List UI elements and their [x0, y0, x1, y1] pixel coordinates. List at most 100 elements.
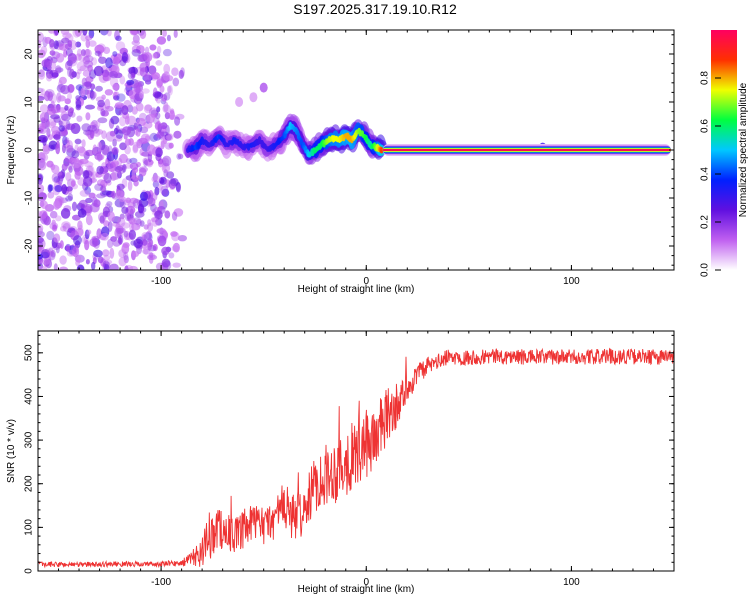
spectrogram-noise-cell	[66, 249, 75, 257]
x-tick-label: -100	[151, 276, 171, 287]
spectrogram-noise-cell	[84, 161, 94, 168]
spectrogram-noise-cell	[141, 232, 150, 240]
spectrogram-noise-cell	[111, 190, 116, 199]
spectrogram-noise-cell	[80, 49, 86, 57]
spectrogram-noise-cell	[39, 210, 48, 219]
spectrogram-noise-cell	[79, 189, 90, 197]
spectrogram-noise-cell	[87, 64, 93, 72]
spectrogram-carrier-layer	[382, 144, 671, 156]
spectrogram-noise-cell	[118, 235, 124, 245]
spectrogram-noise-cell	[55, 53, 65, 63]
spectrogram-noise-cell	[169, 183, 176, 191]
x-tick-label: 0	[363, 577, 369, 588]
spectrogram-noise-cell	[85, 259, 90, 265]
spectrogram-noise-cell	[70, 123, 81, 134]
spectrogram-noise-cell	[122, 163, 127, 173]
spectrogram-noise-cell	[137, 30, 145, 36]
spectrogram-noise-cell	[101, 130, 107, 140]
spectrogram-noise-cell	[98, 56, 107, 64]
spectrogram-noise-cell	[180, 67, 185, 78]
snr-y-ticks: 0 100 200 300 400 500	[24, 334, 674, 574]
spectrogram-noise-cell	[95, 85, 103, 92]
spectrogram-noise-cell	[69, 68, 75, 80]
spectrogram-noise-cell	[71, 150, 80, 159]
spectrogram-noise-cell	[75, 95, 81, 101]
spectrogram-noise-cell	[82, 170, 90, 179]
spectrogram-noise-cell	[58, 171, 65, 182]
spectrogram-noise-cell	[54, 185, 63, 193]
spectrogram-noise-cell	[64, 98, 71, 105]
spectrogram-noise-cell	[60, 111, 69, 121]
spectrogram-noise-cell	[131, 45, 141, 53]
spectrogram-noise-cell	[53, 263, 58, 270]
spectrogram-noise-cell	[90, 91, 97, 99]
colorbar-tick-label: 0.2	[700, 215, 711, 229]
spectrogram-noise-cell	[55, 131, 61, 143]
spectrogram-noise-cell	[60, 225, 67, 232]
spectrogram-noise-cell	[72, 246, 80, 258]
spectrogram-x-ticks: -100 0 100	[37, 30, 675, 287]
spectrogram-noise-cell	[154, 186, 160, 196]
spectrogram-noise-cell	[151, 175, 161, 183]
spectrogram-noise-cell	[159, 85, 165, 93]
spectrogram-noise-cell	[76, 255, 81, 263]
spectrogram-noise-cell	[161, 162, 171, 174]
spectrogram-noise-cell	[124, 213, 131, 222]
spectrogram-noise-cell	[161, 188, 170, 197]
spectrogram-noise-cell	[132, 251, 139, 257]
spectrogram-noise-cell	[67, 93, 72, 100]
spectrogram-noise-cell	[154, 210, 163, 220]
spectrogram-noise-cell	[38, 266, 48, 270]
spectrogram-noise-cell	[147, 144, 156, 155]
snr-y-label: SNR (10 * v/v)	[6, 419, 17, 483]
spectrogram-noise-cell	[72, 214, 81, 221]
spectrogram-noise-cell	[98, 72, 109, 83]
spectrogram-noise-cell	[142, 234, 147, 240]
y-tick-label: 20	[24, 48, 35, 60]
spectrogram-noise-cell	[39, 112, 48, 123]
spectrogram-noise-cell	[172, 262, 181, 268]
spectrogram-noise-cell	[171, 211, 178, 221]
spectrogram-noise-cell	[40, 88, 46, 96]
spectrogram-noise-cell	[170, 231, 178, 237]
spectrogram-noise-cell	[91, 124, 100, 134]
spectrogram-noise-cell	[68, 165, 73, 173]
spectrogram-noise-cell	[46, 127, 51, 138]
spectrogram-noise-cell	[151, 72, 161, 80]
spectrogram-noise-cell	[156, 98, 161, 104]
spectrogram-noise-cell	[61, 163, 68, 171]
spectrogram-noise-cell	[110, 115, 120, 125]
spectrogram-noise-cell	[42, 145, 50, 155]
spectrogram-noise-cell	[125, 53, 131, 64]
spectrogram-noise-cell	[116, 93, 126, 102]
spectrogram-noise-cell	[77, 220, 83, 230]
spectrogram-noise-cell	[177, 153, 184, 160]
spectrogram-noise-cell	[49, 39, 55, 48]
spectrogram-noise-cell	[99, 215, 105, 224]
spectrogram-noise-cell	[156, 130, 165, 139]
spectrogram-noise-cell	[107, 161, 117, 173]
x-tick-label: -100	[151, 577, 171, 588]
spectrogram-noise-cell	[38, 95, 45, 101]
spectrogram-noise-cell	[94, 44, 105, 54]
spectrogram-noise-cell	[133, 80, 142, 88]
spectrogram-noise-cell	[155, 218, 163, 226]
spectrogram-noise-cell	[128, 218, 137, 225]
spectrogram-noise-cell	[129, 157, 138, 164]
spectrogram-noise-cell	[119, 59, 127, 67]
spectrogram-noise-cell	[104, 259, 113, 265]
spectrogram-noise-cell	[74, 138, 82, 145]
spectrogram-noise-cell	[86, 229, 92, 235]
spectrogram-noise-cell	[41, 249, 50, 259]
spectrogram-noise-cell	[62, 222, 71, 233]
spectrogram-noise-cell	[96, 165, 104, 175]
spectrogram-noise-cell	[131, 223, 141, 231]
spectrogram-noise-cell	[177, 235, 187, 242]
spectrogram-noise-cell	[133, 122, 138, 130]
spectrogram-noise-cell	[104, 261, 111, 270]
y-tick-label: 100	[24, 519, 35, 536]
spectrogram-noise-cell	[121, 56, 128, 62]
spectrogram-noise-cell	[139, 191, 149, 201]
spectrogram-noise-cell	[169, 110, 175, 120]
